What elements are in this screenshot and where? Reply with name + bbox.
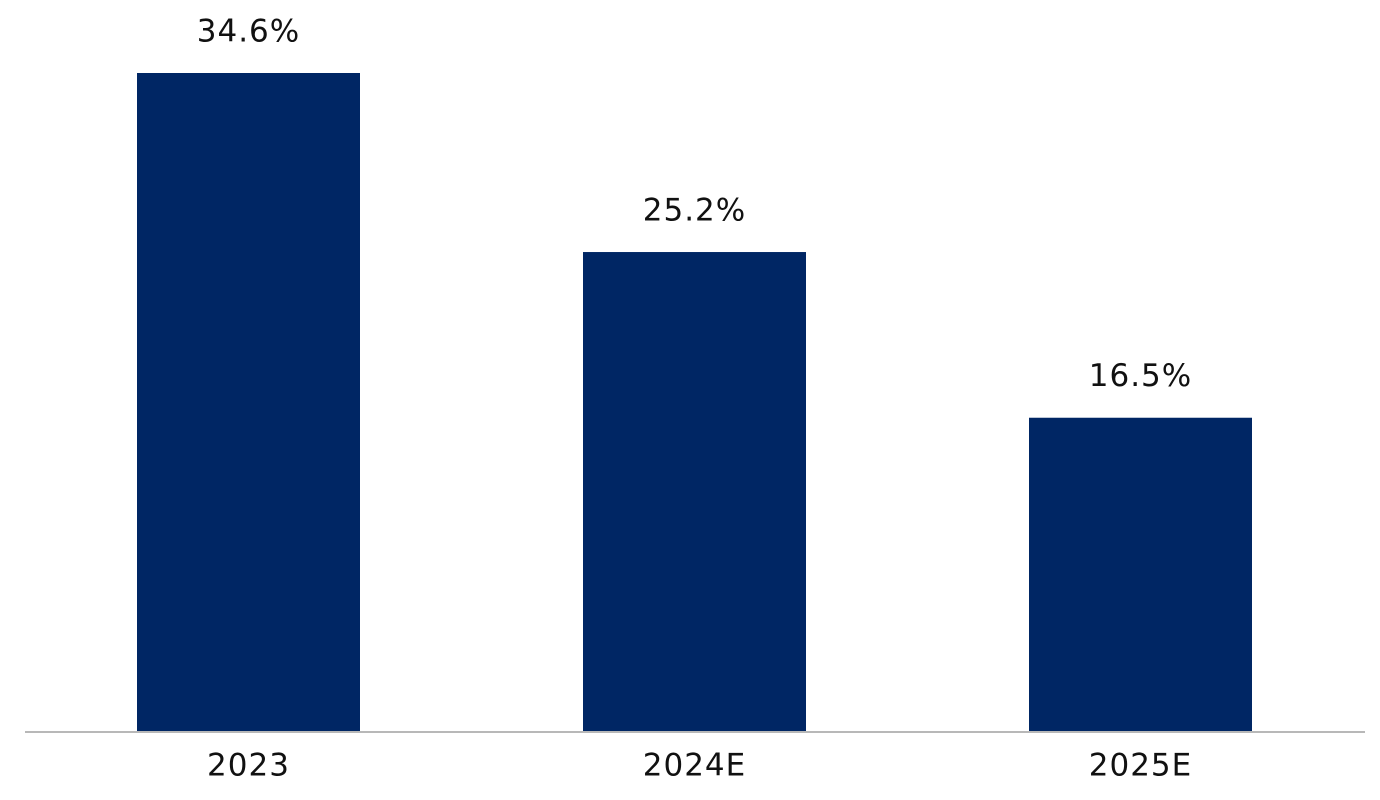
data-label: 25.2% (643, 193, 746, 229)
data-label: 16.5% (1089, 358, 1192, 394)
bar (1029, 417, 1252, 732)
bar (583, 252, 806, 733)
x-tick-label: 2025E (1089, 748, 1192, 784)
x-tick-label: 2023 (207, 748, 290, 784)
data-label: 34.6% (197, 14, 300, 50)
x-tick-label: 2024E (643, 748, 746, 784)
bar (137, 73, 360, 732)
